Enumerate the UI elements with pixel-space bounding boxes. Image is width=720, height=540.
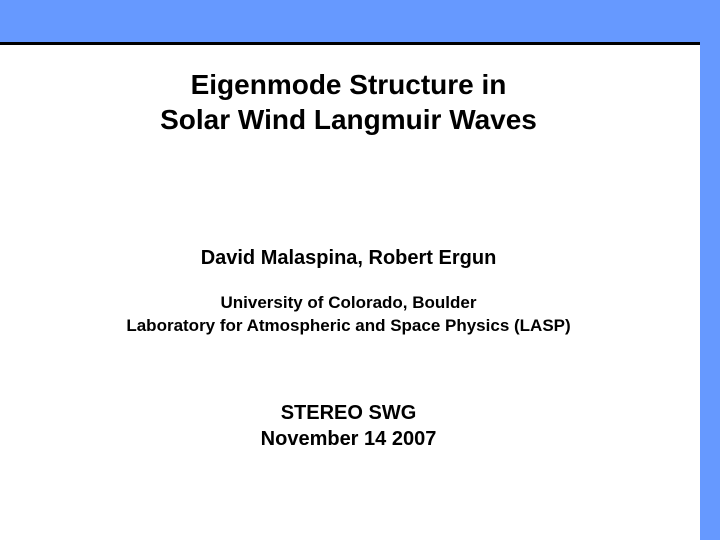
slide-title: Eigenmode Structure in Solar Wind Langmu…: [0, 67, 697, 137]
title-line-2: Solar Wind Langmuir Waves: [0, 102, 697, 137]
authors: David Malaspina, Robert Ergun: [0, 247, 697, 270]
slide-content: Eigenmode Structure in Solar Wind Langmu…: [0, 45, 697, 540]
affiliation-line-1: University of Colorado, Boulder: [0, 292, 697, 315]
meeting-line-2: November 14 2007: [0, 426, 697, 452]
right-accent-column: [700, 0, 720, 540]
title-line-1: Eigenmode Structure in: [0, 67, 697, 102]
affiliation: University of Colorado, Boulder Laborato…: [0, 292, 697, 338]
affiliation-line-2: Laboratory for Atmospheric and Space Phy…: [0, 315, 697, 338]
top-accent-bar: [0, 0, 720, 42]
meeting-line-1: STEREO SWG: [0, 400, 697, 426]
meeting-info: STEREO SWG November 14 2007: [0, 400, 697, 452]
